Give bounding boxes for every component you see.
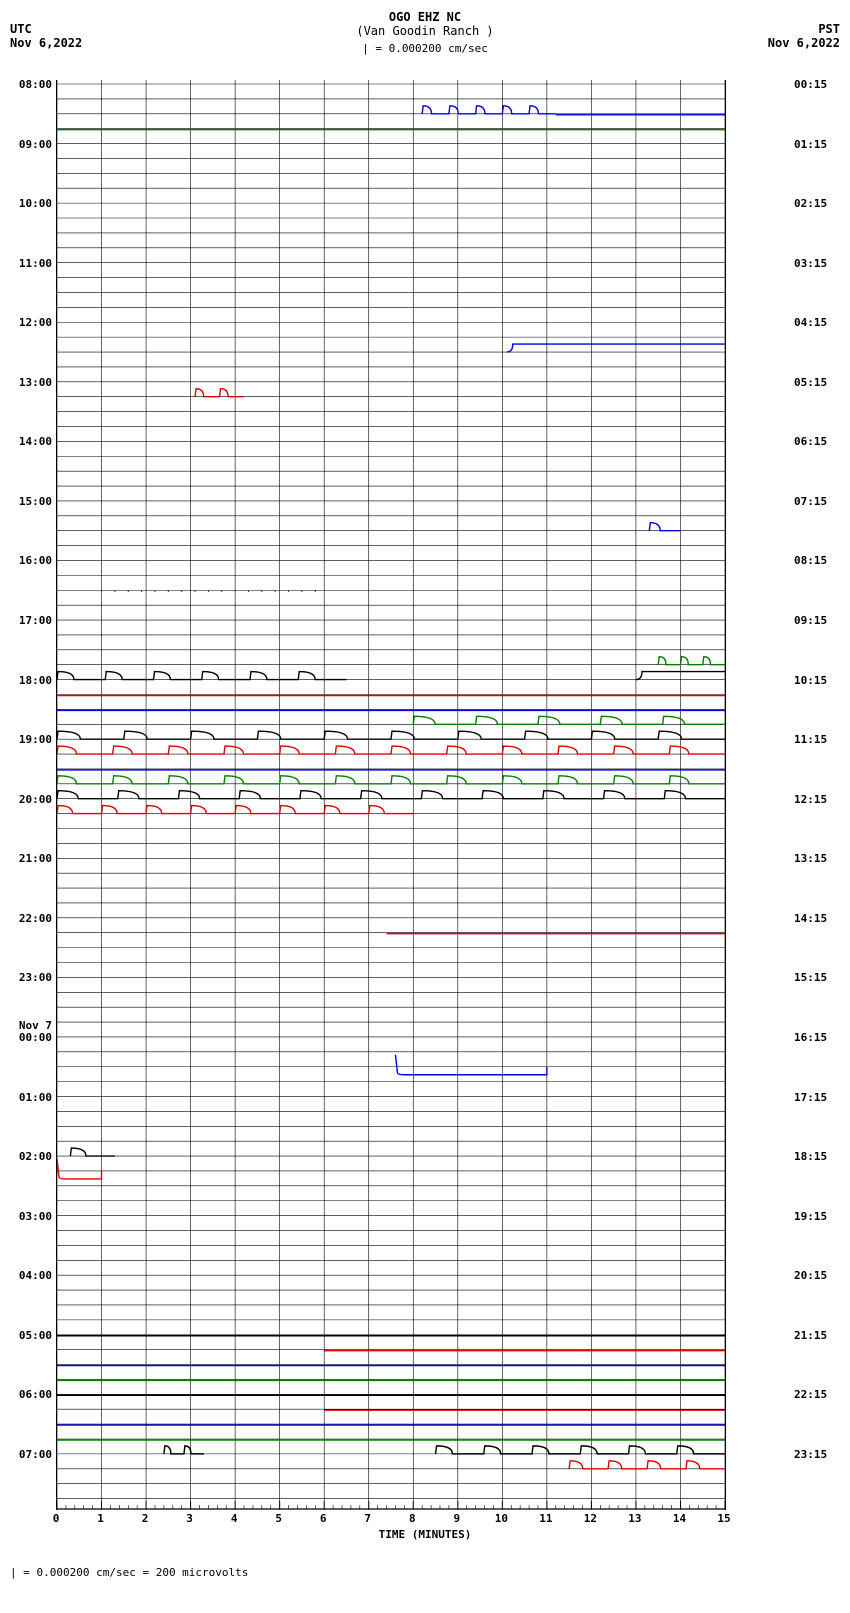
time-label: 18:00 <box>10 674 52 687</box>
time-label: 16:00 <box>10 554 52 567</box>
time-label: 13:00 <box>10 376 52 389</box>
x-tick-label: 5 <box>275 1512 282 1525</box>
time-label: 02:00 <box>10 1150 52 1163</box>
time-label: 14:00 <box>10 435 52 448</box>
station-name-label: (Van Goodin Ranch ) <box>10 24 840 38</box>
footer-scale-note: | = 0.000200 cm/sec = 200 microvolts <box>10 1546 840 1579</box>
time-label: 09:15 <box>794 614 836 627</box>
x-tick-label: 10 <box>495 1512 508 1525</box>
x-tick-label: 7 <box>364 1512 371 1525</box>
date-left-label: Nov 6,2022 <box>10 36 82 50</box>
time-label: 10:15 <box>794 674 836 687</box>
time-label: 02:15 <box>794 197 836 210</box>
x-tick-label: 0 <box>53 1512 60 1525</box>
x-tick-label: 2 <box>142 1512 149 1525</box>
time-label: 12:00 <box>10 316 52 329</box>
time-label: 08:00 <box>10 78 52 91</box>
time-label: 23:00 <box>10 971 52 984</box>
time-label: 12:15 <box>794 793 836 806</box>
time-label: 22:00 <box>10 912 52 925</box>
time-label: 11:15 <box>794 733 836 746</box>
time-label: 20:15 <box>794 1269 836 1282</box>
time-label: 01:00 <box>10 1091 52 1104</box>
time-label: 03:00 <box>10 1210 52 1223</box>
time-label: 13:15 <box>794 852 836 865</box>
time-label: 06:00 <box>10 1388 52 1401</box>
time-label: 05:00 <box>10 1329 52 1342</box>
x-tick-label: 3 <box>186 1512 193 1525</box>
time-label: 15:15 <box>794 971 836 984</box>
time-label: 19:15 <box>794 1210 836 1223</box>
x-tick-label: 8 <box>409 1512 416 1525</box>
seismogram-plot <box>56 80 726 1510</box>
time-label: 04:00 <box>10 1269 52 1282</box>
x-tick-label: 12 <box>584 1512 597 1525</box>
time-label: 10:00 <box>10 197 52 210</box>
tz-left-label: UTC <box>10 22 32 36</box>
time-label: 01:15 <box>794 138 836 151</box>
time-label: 07:15 <box>794 495 836 508</box>
time-label: 09:00 <box>10 138 52 151</box>
x-tick-label: 6 <box>320 1512 327 1525</box>
x-tick-label: 1 <box>97 1512 104 1525</box>
time-label: 17:00 <box>10 614 52 627</box>
time-label: 23:15 <box>794 1448 836 1461</box>
time-label: 18:15 <box>794 1150 836 1163</box>
time-label: 22:15 <box>794 1388 836 1401</box>
time-label: 15:00 <box>10 495 52 508</box>
time-label: 00:15 <box>794 78 836 91</box>
x-tick-label: 15 <box>717 1512 730 1525</box>
time-label: 21:15 <box>794 1329 836 1342</box>
x-axis: TIME (MINUTES) 0123456789101112131415 <box>56 1510 794 1546</box>
time-label: 19:00 <box>10 733 52 746</box>
x-tick-label: 14 <box>673 1512 686 1525</box>
time-label: 07:00 <box>10 1448 52 1461</box>
time-label: 00:00 <box>10 1031 52 1044</box>
time-label: 11:00 <box>10 257 52 270</box>
time-label: 08:15 <box>794 554 836 567</box>
time-label: 21:00 <box>10 852 52 865</box>
chart-header: OGO EHZ NC (Van Goodin Ranch ) | = 0.000… <box>10 10 840 80</box>
time-label: 06:15 <box>794 435 836 448</box>
time-label: 20:00 <box>10 793 52 806</box>
time-label: 16:15 <box>794 1031 836 1044</box>
time-label: 05:15 <box>794 376 836 389</box>
x-tick-label: 9 <box>453 1512 460 1525</box>
x-tick-label: 11 <box>539 1512 552 1525</box>
scale-note-label: | = 0.000200 cm/sec <box>10 42 840 55</box>
x-tick-label: 13 <box>628 1512 641 1525</box>
station-id-label: OGO EHZ NC <box>10 10 840 24</box>
time-label: 14:15 <box>794 912 836 925</box>
time-label: 03:15 <box>794 257 836 270</box>
tz-right-label: PST <box>818 22 840 36</box>
time-label: 04:15 <box>794 316 836 329</box>
time-label: 17:15 <box>794 1091 836 1104</box>
x-tick-label: 4 <box>231 1512 238 1525</box>
date-right-label: Nov 6,2022 <box>768 36 840 50</box>
